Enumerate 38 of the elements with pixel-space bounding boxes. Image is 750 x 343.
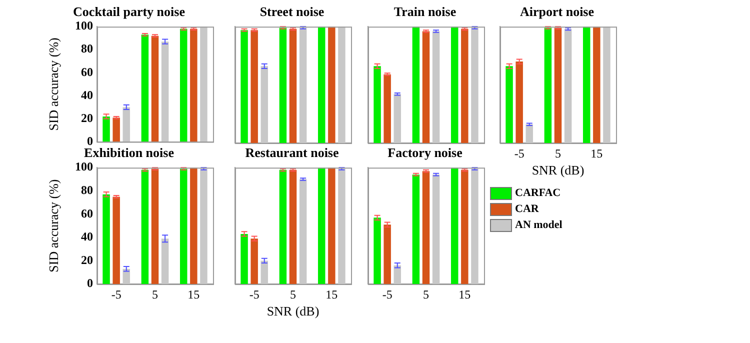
y-tick-label: 80: [81, 182, 93, 197]
x-tick-label: -5: [382, 287, 392, 302]
x-tick-label: 15: [188, 287, 200, 302]
y-tick-label: 60: [81, 206, 93, 220]
y-tick-label: 60: [81, 64, 93, 79]
chart-title: Cocktail party noise: [73, 4, 186, 20]
chart-title: Street noise: [260, 4, 324, 20]
y-tick-label: 100: [75, 18, 93, 33]
x-axis-title: SNR (dB): [266, 304, 320, 319]
x-tick-label: 5: [423, 287, 429, 302]
chart-title: Train noise: [394, 4, 456, 20]
y-tick-label: 40: [81, 230, 93, 244]
legend-label: AN model: [515, 219, 562, 231]
chart-title: Factory noise: [388, 145, 463, 160]
legend-label: CAR: [515, 203, 539, 215]
x-tick-label: 15: [326, 287, 338, 302]
x-tick-label: 15: [458, 287, 471, 302]
x-tick-label: 15: [590, 146, 603, 160]
x-tick-label: -5: [249, 287, 260, 302]
x-tick-label: 5: [152, 287, 158, 302]
y-tick-label: 20: [81, 252, 93, 267]
chart-title: Restaurant noise: [245, 145, 339, 160]
y-axis-title: SID accuracy (%): [46, 179, 62, 272]
y-tick-label: 20: [81, 110, 93, 125]
y-tick-label: 40: [81, 88, 93, 102]
y-tick-label: 80: [81, 42, 93, 56]
y-axis-title: SID accuracy (%): [46, 38, 62, 131]
x-tick-label: 5: [290, 287, 296, 302]
y-tick-label: 0: [87, 134, 93, 148]
legend-label: CARFAC: [515, 187, 561, 199]
chart-title: Exhibition noise: [84, 145, 174, 160]
x-tick-label: 5: [555, 146, 561, 160]
y-tick-label: 100: [75, 160, 93, 174]
chart-title: Airport noise: [520, 4, 594, 20]
y-tick-label: 0: [87, 276, 93, 290]
x-tick-label: -5: [514, 146, 524, 160]
x-axis-title: SNR (dB): [532, 162, 584, 178]
x-tick-label: -5: [111, 287, 122, 302]
